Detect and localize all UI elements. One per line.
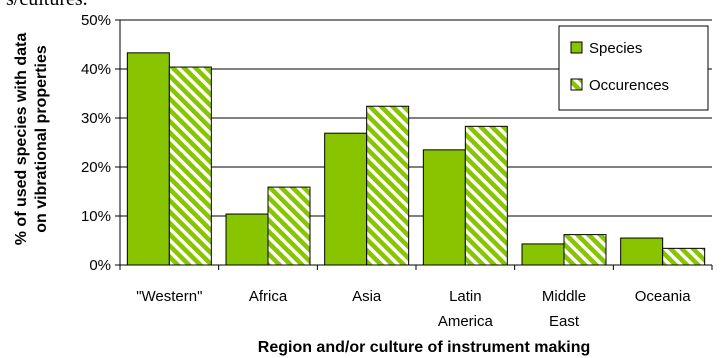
x-tick-label: Latin (449, 288, 482, 305)
legend-label-occurences: Occurences (589, 77, 669, 94)
bar-species-3 (422, 149, 466, 266)
y-tick-label: 10% (81, 208, 111, 225)
legend-swatch-occurences (570, 78, 583, 91)
y-tick-label: 20% (81, 159, 111, 176)
y-tick-label: 30% (81, 110, 111, 127)
bar-occurences-3 (464, 125, 508, 266)
legend-box (558, 25, 709, 111)
y-tick-label: 50% (81, 12, 111, 29)
legend-label-species: Species (589, 40, 642, 57)
x-tick-label: Middle (542, 288, 586, 305)
x-tick-label: Oceania (635, 288, 692, 305)
axes-layer: 0% 10% 20% 30% 40% 50% "Western" Africa Asia Lati… (81, 12, 713, 330)
x-tick-label: East (549, 313, 580, 330)
legend-swatch-species (570, 41, 583, 54)
bar-occurences-1 (267, 186, 311, 266)
x-tick-label: "Western" (136, 288, 202, 305)
bar-occurences-4 (563, 234, 607, 266)
bars-layer (126, 52, 706, 266)
x-axis-title: Region and/or culture of instrument maki… (258, 339, 590, 356)
legend: Species Occurences (558, 25, 709, 111)
bar-occurences-5 (662, 247, 706, 266)
x-tick-label: America (438, 313, 494, 330)
bar-species-5 (620, 237, 664, 266)
x-tick-label: Asia (352, 288, 382, 305)
clipped-caption-text: s/cultures. (6, 0, 88, 11)
bar-species-2 (324, 132, 368, 266)
y-tick-label: 0% (89, 257, 111, 274)
y-tick-label: 40% (81, 61, 111, 78)
bar-species-4 (521, 243, 565, 266)
bar-species-0 (126, 52, 170, 266)
bar-occurences-2 (366, 105, 410, 266)
x-tick-label: Africa (249, 288, 288, 305)
bar-species-1 (225, 213, 269, 266)
bar-occurences-0 (168, 66, 212, 266)
y-axis-title-line-2: on vibrational properties (33, 45, 50, 233)
y-axis-title-line-1: % of used species with data (13, 33, 30, 246)
